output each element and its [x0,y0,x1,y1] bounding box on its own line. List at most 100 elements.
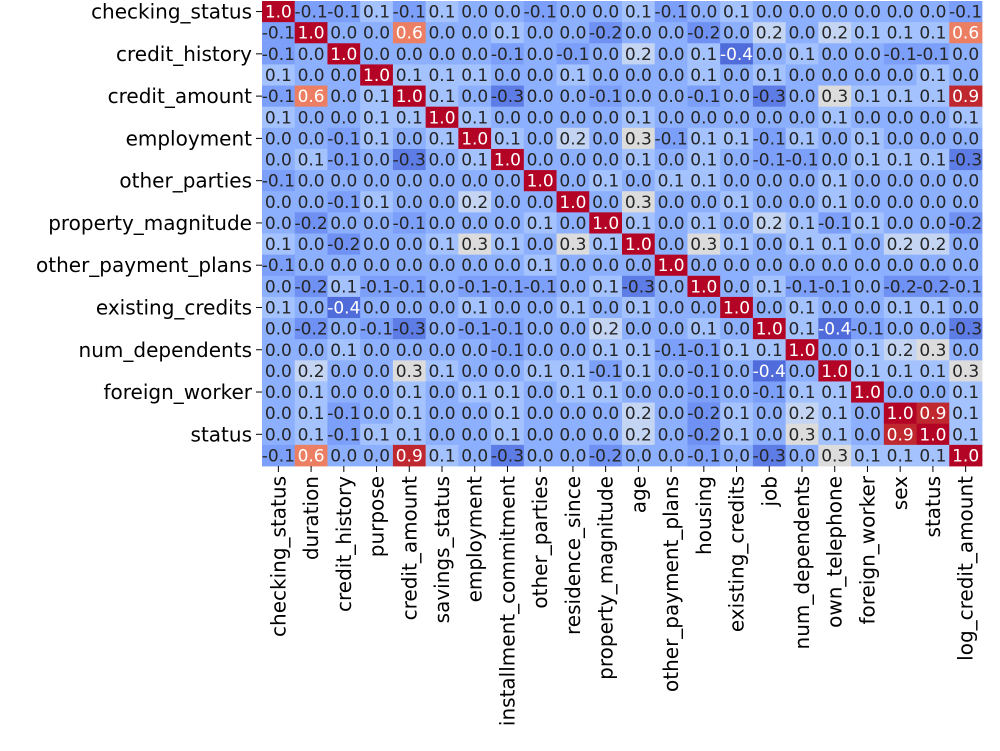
heatmap-cell [654,148,688,171]
heatmap-cell-value: 0.1 [461,383,488,403]
heatmap-cell-value: 0.0 [330,256,357,276]
heatmap-cell-value: 0.0 [658,425,685,445]
heatmap-cell [360,170,394,192]
heatmap-cell [818,127,852,150]
heatmap-cell [327,444,361,467]
heatmap-cell-value: 0.0 [461,45,488,65]
heatmap-cell [458,381,492,403]
heatmap-cell [752,22,787,44]
heatmap-cell [916,64,950,86]
heatmap-cell [949,22,983,44]
heatmap-cell [556,212,590,234]
heatmap-cell-value: 0.0 [527,235,554,255]
heatmap-cell [883,318,917,340]
heatmap-cell [654,1,688,23]
heatmap-cell-value: 0.0 [428,193,455,213]
heatmap-cell [523,402,557,425]
heatmap-cell [949,381,983,403]
heatmap-cell [785,275,819,298]
heatmap-cell-value: 0.0 [461,341,488,361]
heatmap-cell-value: -0.1 [753,129,786,149]
heatmap-cell-value: 0.0 [527,151,554,171]
heatmap-cell-value: 0.1 [952,425,979,445]
heatmap-cell-value: 0.0 [658,24,685,44]
heatmap-cell-value: -0.1 [687,362,720,382]
heatmap-cell-value: 0.0 [527,129,554,149]
heatmap-cell [851,360,885,382]
heatmap-cell [589,318,623,340]
heatmap-cell [687,212,721,234]
x-tick-label: foreign_worker [855,475,879,624]
heatmap-cell-value: -0.2 [687,425,720,445]
heatmap-cell [425,1,459,23]
heatmap-cell-value: 0.0 [330,66,357,86]
heatmap-cell-value: 0.0 [363,235,390,255]
heatmap-cell [294,22,328,44]
heatmap-cell-value: 0.1 [952,108,979,128]
heatmap-cell-value: 0.0 [756,45,783,65]
heatmap-cell [654,402,688,425]
heatmap-cell-value: -0.2 [687,404,720,424]
heatmap-cell [785,254,819,277]
heatmap-cell-value: -0.4 [327,298,360,318]
heatmap-cell [360,254,394,277]
heatmap-cell-value: -0.1 [687,87,720,107]
heatmap-cell-value: 0.0 [527,87,554,107]
heatmap-cell-value: 0.0 [527,425,554,445]
heatmap-cell [360,402,394,425]
heatmap-cell [785,233,819,256]
heatmap-cell-value: 0.0 [559,446,586,466]
heatmap-cell [327,170,361,192]
heatmap-cell-value: 1.0 [756,320,783,340]
heatmap-cell [491,254,525,277]
heatmap-cell-value: 0.1 [330,277,357,297]
heatmap-cell-value: 0.1 [265,108,292,128]
heatmap-cell-value: 0.0 [756,256,783,276]
heatmap-cell [818,296,852,319]
heatmap-cell-value: 0.1 [690,320,717,340]
heatmap-cell-value: 0.1 [494,235,521,255]
heatmap-cell-value: 0.1 [788,298,815,318]
heatmap-cell-value: 0.3 [919,341,946,361]
heatmap-cell [392,1,427,23]
heatmap-cell [491,402,525,425]
heatmap-cell [687,233,721,256]
heatmap-cell [491,1,525,23]
y-tick-label: existing_credits [96,295,252,319]
y-tick-label: credit_history [116,42,252,66]
heatmap-cell-value: 0.0 [428,404,455,424]
heatmap-cell-value: 0.3 [690,235,717,255]
heatmap-cell [883,127,917,150]
heatmap-cell-value: 0.0 [428,383,455,403]
heatmap-cell-value: 0.1 [919,446,946,466]
heatmap-cell-value: 0.1 [298,151,325,171]
x-tick-label: purpose [365,476,389,557]
heatmap-cell [294,64,328,86]
heatmap-cell [327,318,361,340]
heatmap-cell [458,85,492,108]
heatmap-cell [425,444,459,467]
heatmap-cell-value: 0.0 [559,341,586,361]
heatmap-cell-value: 0.1 [887,151,914,171]
heatmap-cell [360,212,394,234]
heatmap-cell [785,170,819,192]
heatmap-cell-value: 0.0 [919,256,946,276]
heatmap-cell [589,423,623,446]
heatmap-cell-value: -0.1 [655,341,688,361]
x-tick-label: own_telephone [823,476,847,628]
heatmap-cell-value: 1.0 [559,193,586,213]
heatmap-cell-value: -0.2 [589,446,622,466]
heatmap-cell-value: 0.0 [887,256,914,276]
y-tick-label: employment [126,126,253,150]
heatmap-cell [360,296,394,319]
heatmap-cell-value: 0.0 [658,66,685,86]
heatmap-cell-value: 0.0 [494,108,521,128]
heatmap-cell [654,170,688,192]
heatmap-cell [294,191,328,213]
heatmap-cell-value: 0.0 [592,193,619,213]
heatmap-cell-value: 0.1 [363,193,390,213]
heatmap-cell-value: 0.0 [821,341,848,361]
heatmap-cell-value: 0.0 [461,256,488,276]
heatmap-cell [458,318,492,340]
heatmap-cell [425,381,459,403]
